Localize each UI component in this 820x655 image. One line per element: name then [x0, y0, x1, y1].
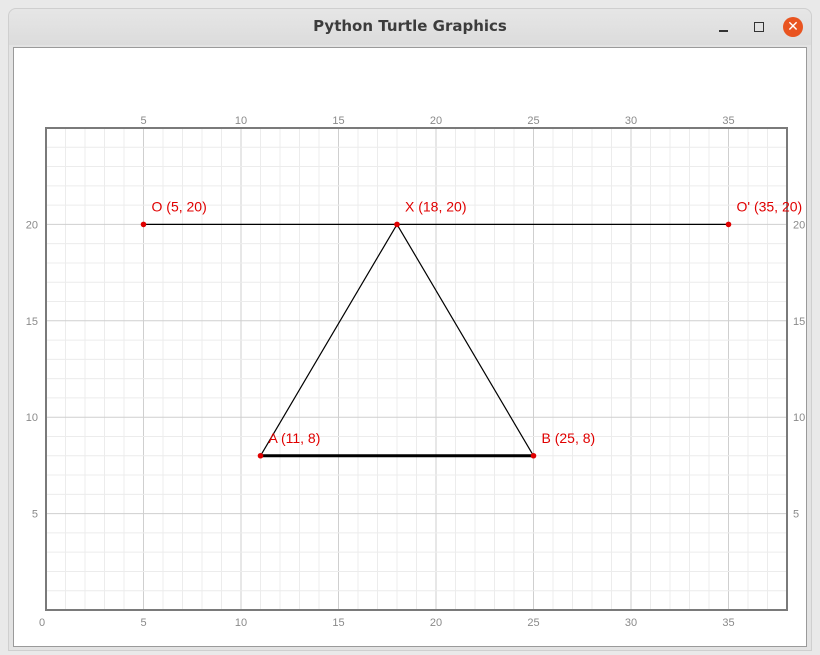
y-tick-label-left: 10: [26, 412, 38, 424]
point-marker: [257, 452, 264, 459]
point-label: A (11, 8): [269, 430, 321, 446]
maximize-icon: [754, 22, 764, 32]
close-button[interactable]: ✕: [783, 17, 803, 37]
x-tick-label-bottom: 15: [332, 617, 344, 629]
point-label: X (18, 20): [405, 198, 466, 214]
x-tick-label-bottom: 35: [722, 617, 734, 629]
point-label: B (25, 8): [542, 430, 596, 446]
segment-line: [396, 224, 535, 457]
point-marker: [530, 452, 537, 459]
x-tick-label-top: 5: [140, 115, 146, 127]
maximize-button[interactable]: [749, 17, 769, 37]
point-label: O (5, 20): [152, 198, 207, 214]
window-title: Python Turtle Graphics: [313, 17, 507, 35]
y-tick-label-right: 10: [793, 412, 805, 424]
x-tick-label-top: 20: [430, 115, 442, 127]
turtle-window: Python Turtle Graphics ✕ 5 10 15 20 25 30 35 0 5…: [8, 8, 812, 651]
y-tick-label-right: 20: [793, 219, 805, 231]
point-marker: [394, 221, 400, 228]
x-tick-label-top: 10: [235, 115, 247, 127]
turtle-canvas[interactable]: 5 10 15 20 25 30 35 0 5 10 15 20 25 30 35 5 5 10 10 15 15 20 2…: [13, 47, 807, 647]
minimize-icon: [718, 30, 728, 32]
x-tick-label-top: 25: [527, 115, 539, 127]
close-icon: ✕: [787, 19, 799, 35]
y-tick-label-right: 15: [793, 316, 805, 328]
x-tick-label-bottom: 20: [430, 617, 442, 629]
plot-border: [45, 127, 788, 611]
y-tick-label-right: 5: [793, 509, 799, 521]
title-bar[interactable]: Python Turtle Graphics ✕: [9, 9, 811, 45]
y-tick-label-left: 15: [26, 316, 38, 328]
x-tick-label-top: 30: [625, 115, 637, 127]
x-tick-label-bottom: 25: [527, 617, 539, 629]
x-tick-label-bottom: 0: [39, 617, 45, 629]
minimize-button[interactable]: [713, 17, 733, 37]
point-label: O' (35, 20): [737, 198, 803, 214]
plot-svg: 5 10 15 20 25 30 35 0 5 10 15 20 25 30 35 5 5 10 10 15 15 20 2…: [26, 115, 806, 629]
point-marker: [725, 221, 732, 228]
x-tick-label-top: 35: [722, 115, 734, 127]
x-tick-label-bottom: 5: [140, 617, 146, 629]
x-tick-label-bottom: 30: [625, 617, 637, 629]
point-marker: [140, 221, 147, 228]
x-tick-label-top: 15: [332, 115, 344, 127]
segment-line: [259, 224, 398, 457]
x-tick-label-bottom: 10: [235, 617, 247, 629]
y-tick-label-left: 20: [26, 219, 38, 231]
y-tick-label-left: 5: [32, 509, 38, 521]
